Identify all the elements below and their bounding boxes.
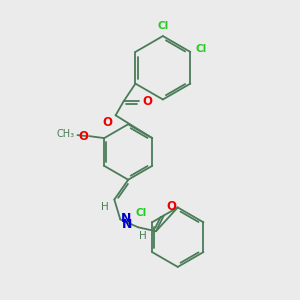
Text: O: O [142,95,152,108]
Text: H: H [100,202,108,212]
Text: O: O [103,116,112,129]
Text: H: H [139,231,147,241]
Text: CH₃: CH₃ [56,129,74,139]
Text: N: N [122,218,132,231]
Text: Cl: Cl [157,21,169,31]
Text: Cl: Cl [195,44,206,54]
Text: Cl: Cl [136,208,147,218]
Text: N: N [121,212,132,225]
Text: O: O [167,200,177,213]
Text: O: O [78,130,88,142]
